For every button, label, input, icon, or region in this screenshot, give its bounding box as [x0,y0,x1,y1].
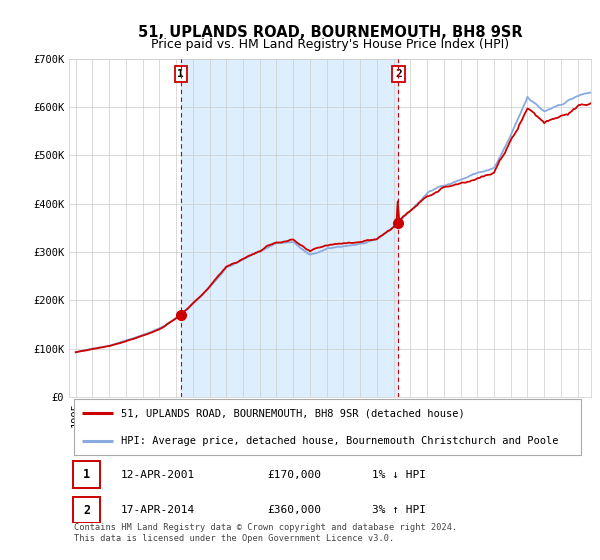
Bar [181,59,398,397]
FancyBboxPatch shape [73,497,100,524]
FancyBboxPatch shape [73,461,100,488]
Text: 2: 2 [395,69,402,79]
Text: £170,000: £170,000 [268,470,322,479]
FancyBboxPatch shape [74,399,581,455]
Text: HPI: Average price, detached house, Bournemouth Christchurch and Poole: HPI: Average price, detached house, Bour… [121,436,559,446]
Text: 1: 1 [178,69,184,79]
Text: Contains HM Land Registry data © Crown copyright and database right 2024.
This d: Contains HM Land Registry data © Crown c… [74,524,457,543]
Text: 12-APR-2001: 12-APR-2001 [121,470,196,479]
Text: 1% ↓ HPI: 1% ↓ HPI [372,470,426,479]
Text: 51, UPLANDS ROAD, BOURNEMOUTH, BH8 9SR (detached house): 51, UPLANDS ROAD, BOURNEMOUTH, BH8 9SR (… [121,408,465,418]
Text: 2: 2 [83,504,91,517]
Text: 1: 1 [83,468,91,481]
Text: 17-APR-2014: 17-APR-2014 [121,505,196,515]
Text: 51, UPLANDS ROAD, BOURNEMOUTH, BH8 9SR: 51, UPLANDS ROAD, BOURNEMOUTH, BH8 9SR [137,25,523,40]
Text: £360,000: £360,000 [268,505,322,515]
Text: Price paid vs. HM Land Registry's House Price Index (HPI): Price paid vs. HM Land Registry's House … [151,38,509,51]
Text: 3% ↑ HPI: 3% ↑ HPI [372,505,426,515]
